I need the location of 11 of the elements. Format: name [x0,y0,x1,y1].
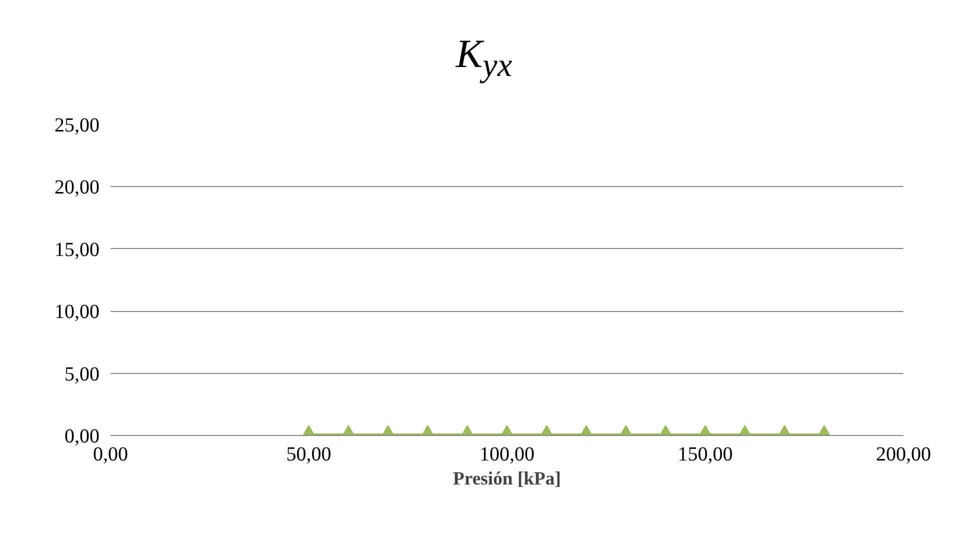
x-axis-title: Presión [kPa] [453,468,561,490]
x-tick-label: 200,00 [876,444,931,466]
x-tick-label: 150,00 [678,444,733,466]
y-tick-label: 25,00 [54,114,100,136]
y-tick-label: 15,00 [54,238,100,261]
y-tick-label: 5,00 [64,363,100,386]
chart-title: K$_{yx}$ [454,30,514,86]
x-tick-label: 100,00 [480,444,534,466]
y-tick-label: 10,00 [54,301,100,324]
y-tick-label: 20,00 [54,176,100,199]
x-tick-label: 50,00 [286,444,332,466]
